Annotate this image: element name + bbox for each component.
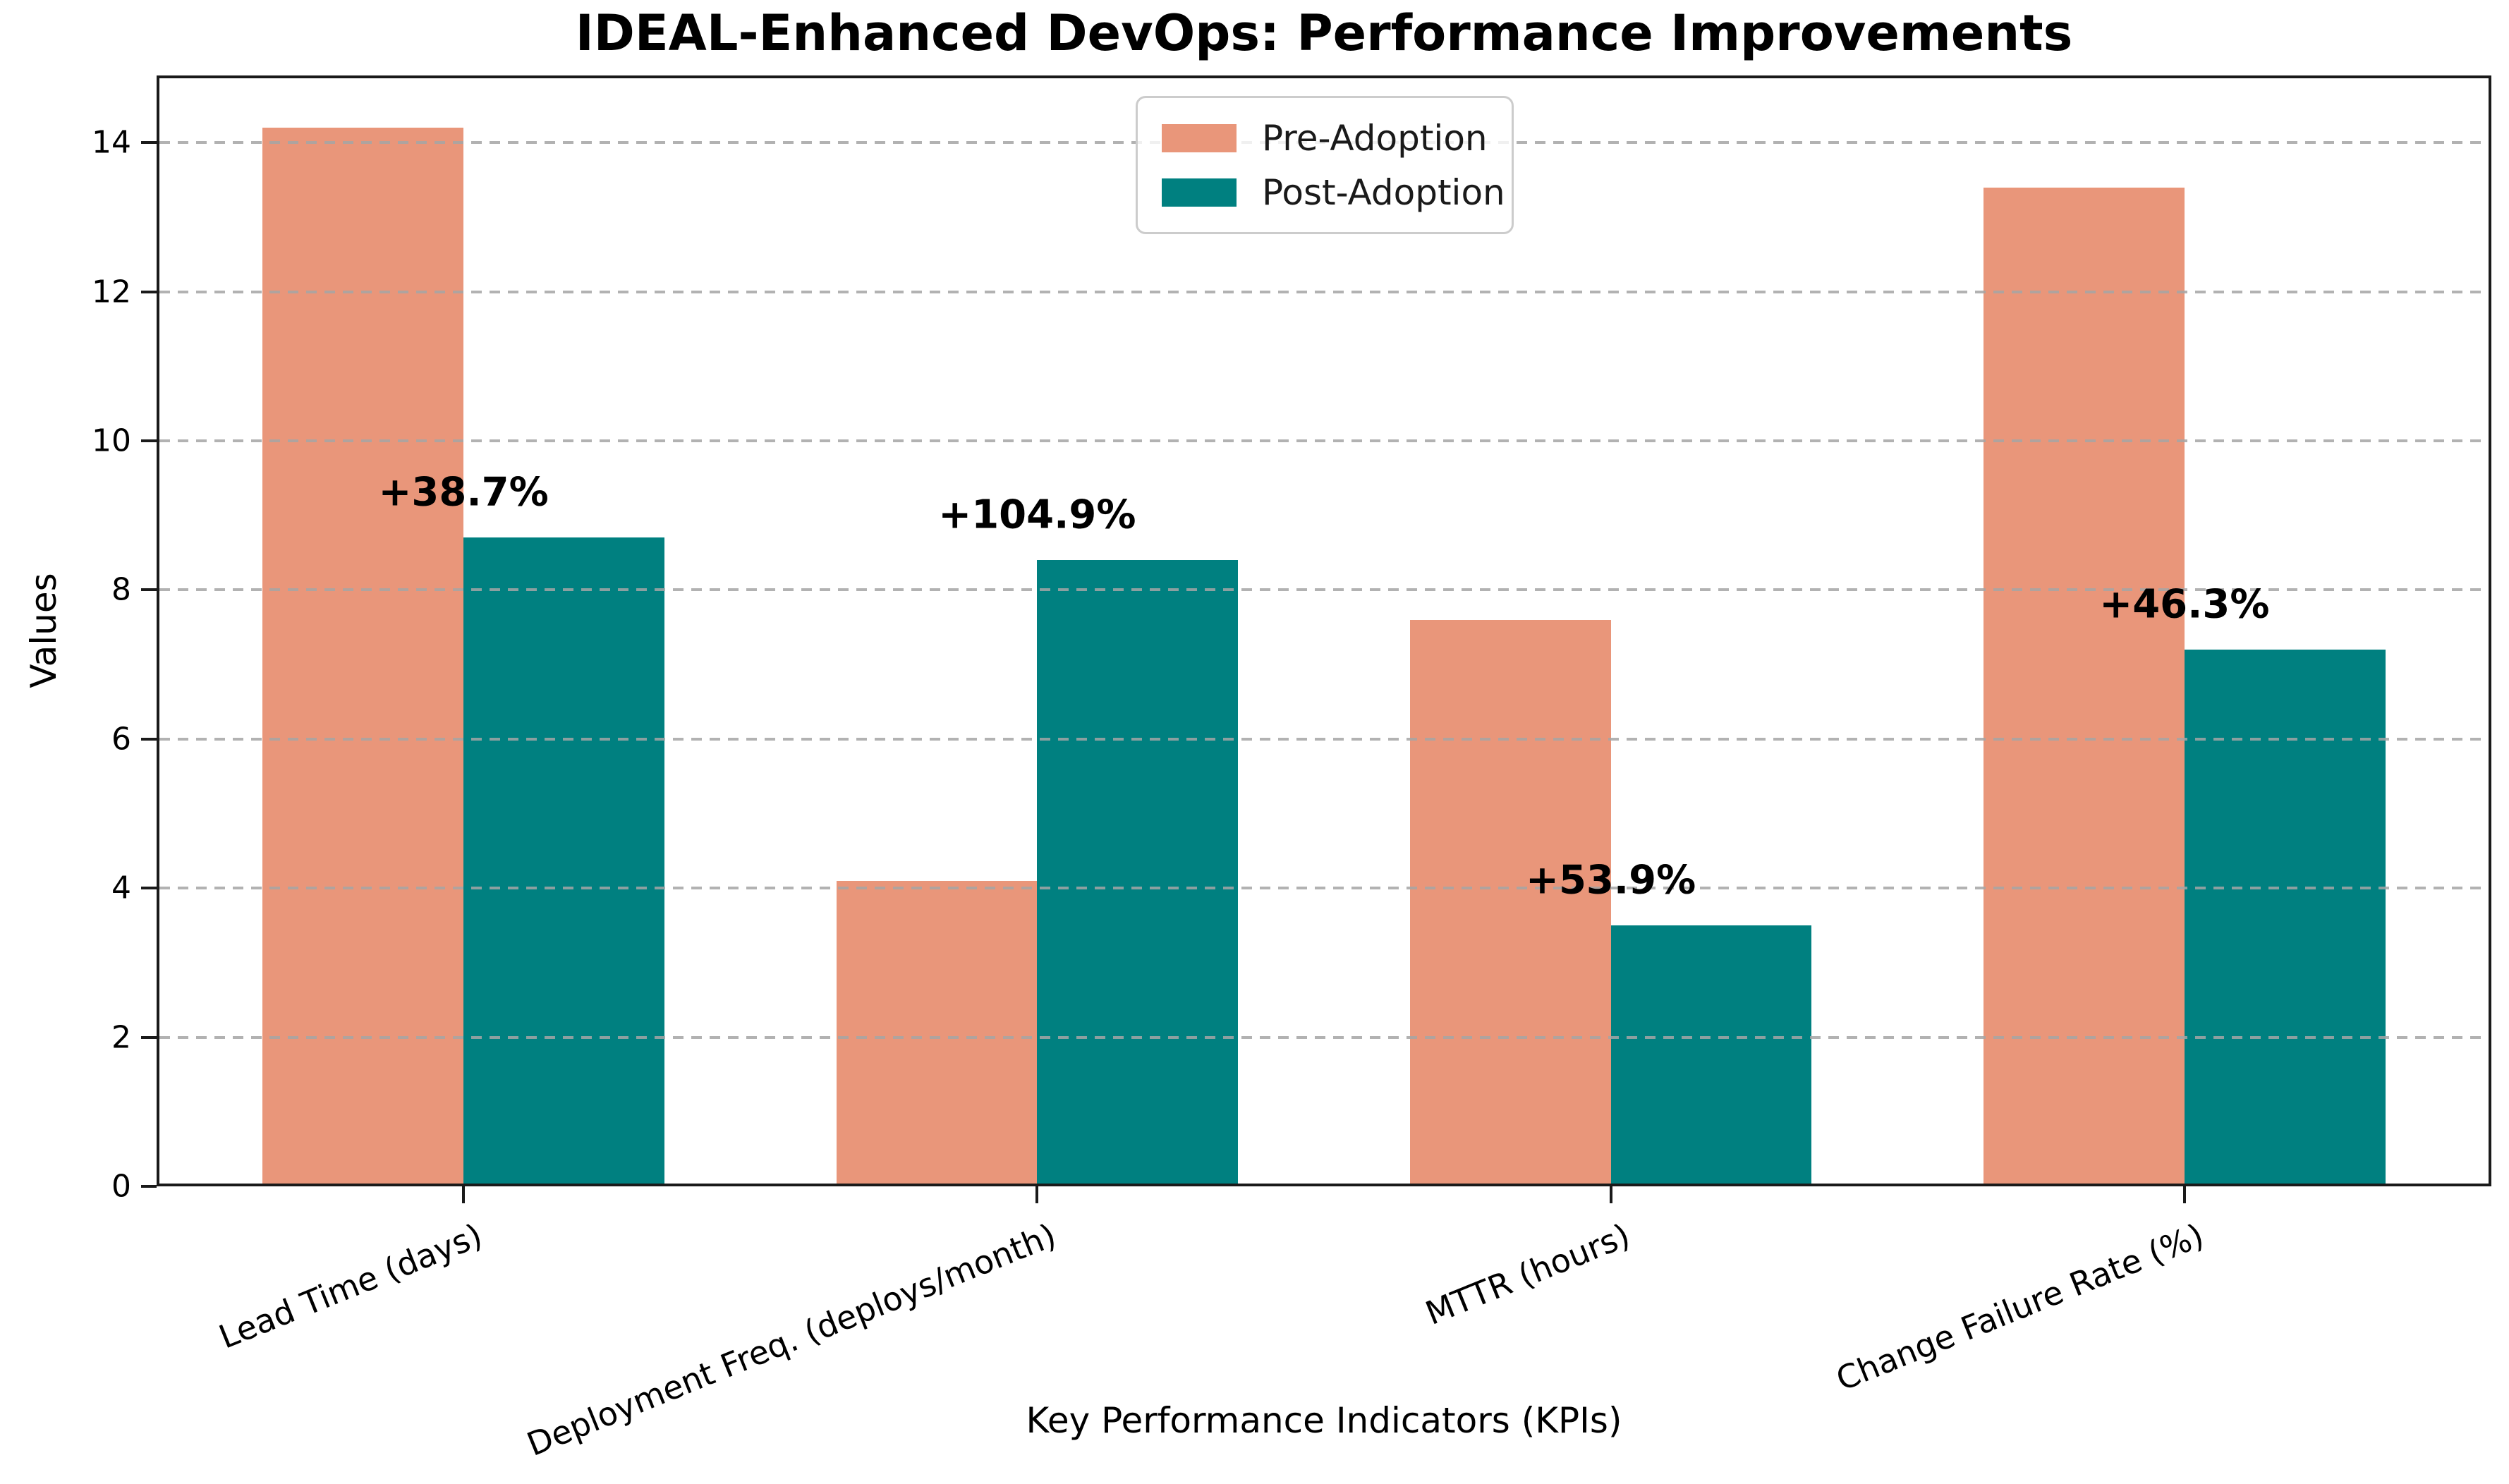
- x-tick-mark-1: [1035, 1186, 1039, 1203]
- improvement-annotation-1: +104.9%: [938, 492, 1136, 538]
- legend: Pre-Adoption Post-Adoption: [1136, 96, 1514, 234]
- y-tick-label-12: 12: [92, 274, 131, 310]
- x-tick-label-3: Change Failure Rate (%): [1830, 1216, 2209, 1399]
- chart-title: IDEAL-Enhanced DevOps: Performance Impro…: [575, 4, 2073, 62]
- improvement-annotation-2: +53.9%: [1526, 857, 1696, 904]
- bar-post-adoption-2: [1610, 925, 1812, 1186]
- y-tick-mark-6: [141, 737, 157, 741]
- gridline-y-10: [159, 439, 2489, 442]
- y-tick-mark-4: [141, 887, 157, 890]
- x-axis-label: Key Performance Indicators (KPIs): [1026, 1400, 1622, 1441]
- bar-post-adoption-3: [2184, 649, 2386, 1186]
- legend-label-pre-adoption: Pre-Adoption: [1262, 117, 1488, 159]
- legend-label-post-adoption: Post-Adoption: [1262, 171, 1505, 213]
- bar-pre-adoption-3: [1983, 187, 2185, 1186]
- bar-pre-adoption-2: [1409, 619, 1611, 1186]
- gridline-y-12: [159, 290, 2489, 293]
- y-tick-label-8: 8: [111, 571, 131, 608]
- bar-pre-adoption-0: [262, 127, 464, 1186]
- gridline-y-6: [159, 737, 2489, 741]
- y-tick-mark-14: [141, 141, 157, 145]
- legend-swatch-post-adoption: [1162, 178, 1237, 207]
- gridline-y-4: [159, 887, 2489, 890]
- y-tick-mark-10: [141, 439, 157, 442]
- legend-entry-pre-adoption: Pre-Adoption: [1162, 118, 1488, 159]
- y-tick-mark-0: [141, 1185, 157, 1188]
- improvement-annotation-3: +46.3%: [2099, 581, 2270, 628]
- improvement-annotation-0: +38.7%: [378, 469, 549, 516]
- y-tick-label-0: 0: [111, 1168, 131, 1205]
- gridline-y-8: [159, 588, 2489, 592]
- y-tick-mark-8: [141, 588, 157, 592]
- y-tick-label-2: 2: [111, 1019, 131, 1056]
- bar-post-adoption-0: [463, 537, 664, 1186]
- bar-pre-adoption-1: [836, 880, 1038, 1186]
- y-tick-label-6: 6: [111, 721, 131, 758]
- x-tick-label-0: Lead Time (days): [214, 1216, 488, 1356]
- x-tick-mark-2: [1609, 1186, 1612, 1203]
- y-tick-mark-12: [141, 290, 157, 293]
- y-tick-mark-2: [141, 1035, 157, 1039]
- x-tick-mark-3: [2182, 1186, 2186, 1203]
- x-tick-label-2: MTTR (hours): [1420, 1216, 1635, 1333]
- legend-swatch-pre-adoption: [1162, 123, 1237, 152]
- y-tick-label-4: 4: [111, 870, 131, 906]
- y-tick-label-14: 14: [92, 124, 131, 161]
- y-axis-label: Values: [23, 573, 64, 688]
- y-tick-label-10: 10: [92, 422, 131, 459]
- legend-entry-post-adoption: Post-Adoption: [1162, 172, 1505, 213]
- bar-post-adoption-1: [1037, 560, 1238, 1186]
- gridline-y-2: [159, 1035, 2489, 1039]
- x-tick-mark-0: [462, 1186, 466, 1203]
